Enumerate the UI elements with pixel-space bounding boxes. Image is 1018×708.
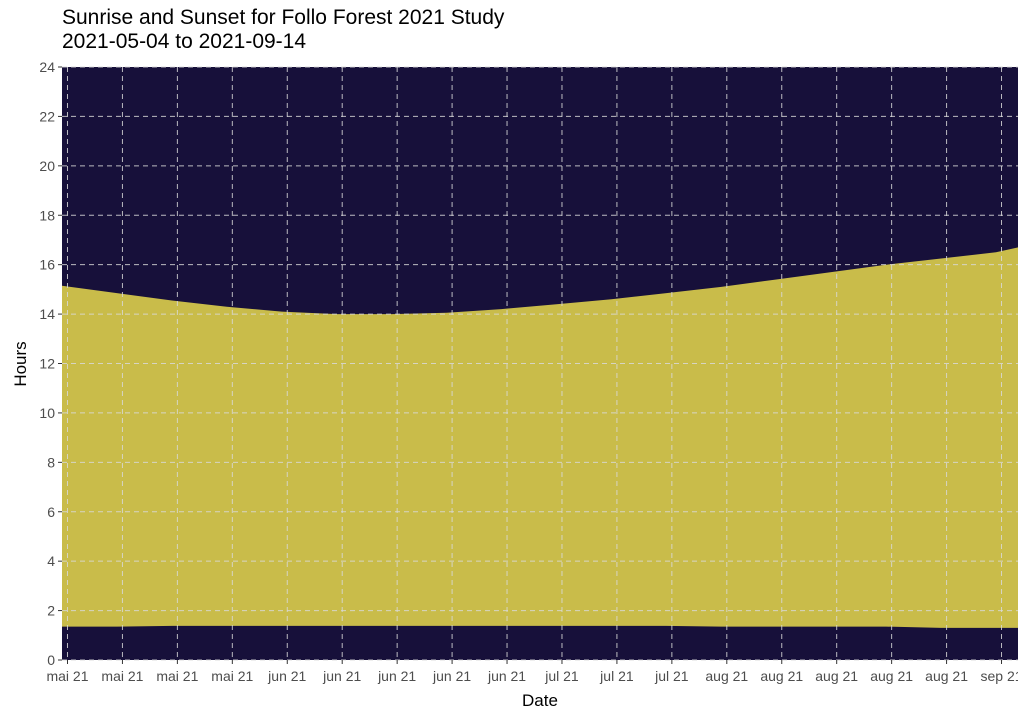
y-tick-label: 6 [47,504,55,520]
chart-title: Sunrise and Sunset for Follo Forest 2021… [62,6,505,29]
x-tick-label: mai 21 [101,668,143,684]
plot-panel [62,66,1018,661]
x-tick-label: jun 21 [487,668,526,684]
x-tick-label: jun 21 [322,668,361,684]
y-tick-label: 16 [39,257,55,273]
y-tick-label: 10 [39,405,55,421]
y-tick-label: 24 [39,59,55,75]
x-tick-label: sep 21 [980,668,1018,684]
y-tick-label: 8 [47,454,55,470]
x-tick-label: aug 21 [925,668,968,684]
x-tick-label: aug 21 [870,668,913,684]
x-tick-label: jul 21 [544,668,579,684]
chart-subtitle: 2021-05-04 to 2021-09-14 [62,30,307,53]
x-tick-label: mai 21 [46,668,88,684]
x-axis-title: Date [522,691,558,708]
y-axis-title: Hours [11,341,30,386]
x-tick-label: aug 21 [815,668,858,684]
x-tick-label: jun 21 [267,668,306,684]
x-tick-label: aug 21 [705,668,748,684]
y-tick-label: 14 [39,306,55,322]
y-tick-label: 12 [39,356,55,372]
x-tick-label: mai 21 [211,668,253,684]
chart-title-block: Sunrise and Sunset for Follo Forest 2021… [62,6,504,54]
y-tick-label: 18 [39,207,55,223]
y-tick-label: 0 [47,652,55,668]
x-tick-label: jul 21 [654,668,689,684]
x-tick-label: jun 21 [377,668,416,684]
x-tick-label: mai 21 [156,668,198,684]
y-tick-label: 2 [47,603,55,619]
y-tick-label: 20 [39,158,55,174]
x-tick-label: jun 21 [432,668,471,684]
x-tick-label: aug 21 [760,668,803,684]
y-tick-label: 4 [47,553,55,569]
x-tick-label: jul 21 [599,668,634,684]
daylight-band [62,247,1018,628]
y-tick-label: 22 [39,108,55,124]
x-axis: mai 21 mai 21 mai 21 mai 21 jun 21 jun 21 jun … [46,660,1018,684]
